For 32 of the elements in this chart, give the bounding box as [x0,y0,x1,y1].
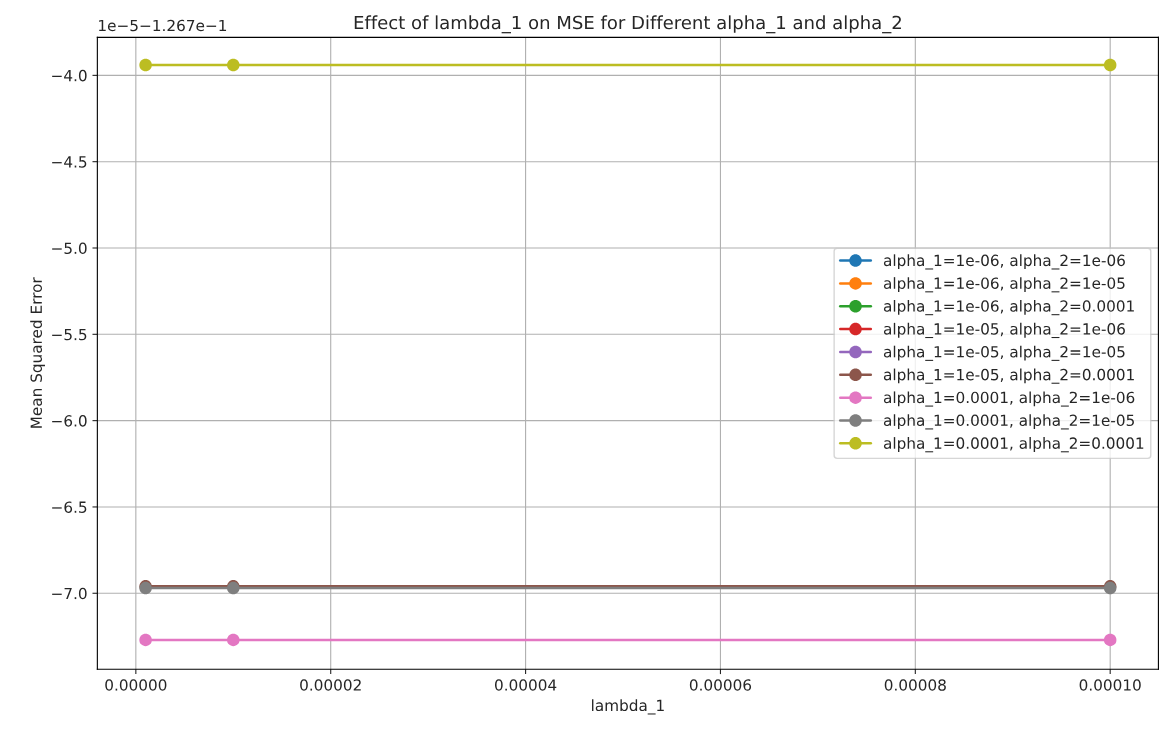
point [227,633,240,647]
x-tick-label: 0.00002 [300,679,361,691]
legend-label: alpha_1=1e-06, alpha_2=1e-06 [883,254,1125,270]
point [139,58,152,72]
x-tick-label: 0.00006 [689,679,752,691]
chart-title: Effect of lambda_1 on MSE for Different alpha_1 and alpha_2 [354,15,901,34]
y-tick-label: −4.5 [52,156,87,168]
legend-label: alpha_1=0.0001, alpha_2=1e-05 [883,414,1134,430]
point [1103,633,1117,647]
y-tick-label: −5.0 [52,242,87,255]
legend-label: alpha_1=1e-06, alpha_2=1e-05 [883,277,1125,293]
legend-label: alpha_1=1e-06, alpha_2=0.0001 [883,300,1134,316]
legend-label: alpha_1=0.0001, alpha_2=0.0001 [883,437,1144,453]
x-axis-title: lambda_1 [592,699,664,715]
legend-label: alpha_1=1e-05, alpha_2=1e-05 [883,345,1125,361]
y-tick-label: −4.0 [52,69,87,82]
y-tick-label: −7.0 [52,587,87,600]
y-axis-title: Mean Squared Error [30,277,45,428]
text: 1e−5−1.267e−1 [99,19,227,32]
x-tick-label: 0.00010 [1079,679,1141,691]
point [1103,58,1117,72]
x-tick-label: 0.00000 [105,679,167,691]
x-tick-label: 0.00004 [495,679,557,691]
y-tick-label: −6.5 [52,501,87,513]
x-tick-label: 0.00008 [884,679,946,691]
legend-label: alpha_1=1e-05, alpha_2=1e-06 [883,322,1125,339]
legend-label: alpha_1=0.0001, alpha_2=1e-06 [883,391,1135,407]
legend-label: alpha_1=1e-05, alpha_2=0.0001 [883,368,1134,384]
y-tick-label: −5.5 [52,328,87,341]
point [227,58,240,72]
point [139,633,152,647]
y-tick-label: −6.0 [52,415,87,427]
